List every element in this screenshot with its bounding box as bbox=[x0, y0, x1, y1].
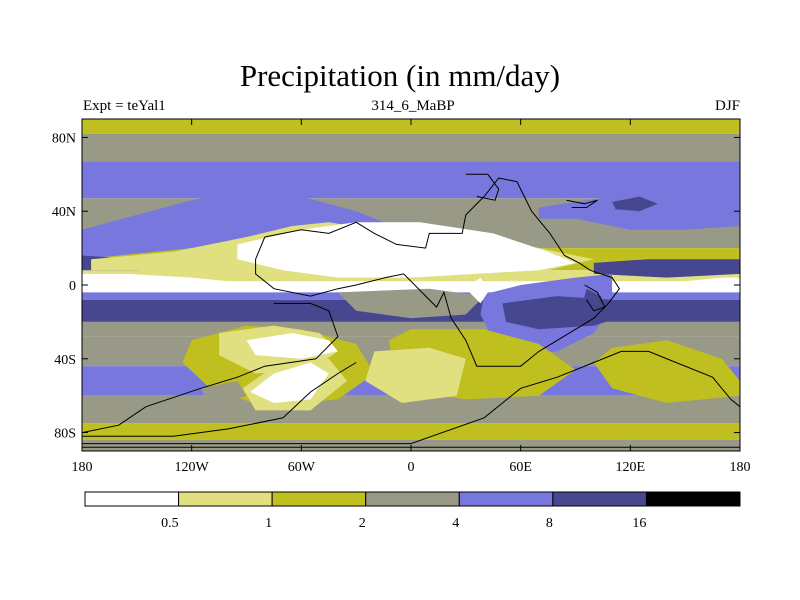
coastline bbox=[82, 350, 740, 445]
experiment-label: Expt = teYal1 bbox=[83, 98, 166, 114]
x-tick-label: 120W bbox=[175, 460, 210, 475]
y-tick-label: 40S bbox=[54, 353, 76, 368]
precip-contour-region bbox=[593, 259, 740, 278]
colorbar-swatch bbox=[178, 491, 273, 507]
precip-zonal-band bbox=[82, 119, 740, 134]
colorbar-swatch bbox=[458, 491, 554, 507]
colorbar-label: 1 bbox=[265, 516, 272, 531]
precipitation-fields bbox=[82, 119, 740, 451]
y-tick-label: 80N bbox=[52, 131, 76, 146]
season-label: DJF bbox=[714, 98, 740, 114]
precip-zonal-band bbox=[82, 423, 740, 440]
chart-title: Precipitation (in mm/day) bbox=[239, 58, 561, 93]
precip-contour-region bbox=[200, 380, 247, 407]
x-tick-label: 60W bbox=[288, 460, 316, 475]
colorbar-swatch bbox=[271, 491, 367, 507]
colorbar-swatch bbox=[84, 491, 180, 507]
precip-contour-region bbox=[237, 222, 576, 278]
coastlines bbox=[82, 173, 740, 448]
run-label: 314_6_MaBP bbox=[371, 98, 455, 114]
coastline bbox=[566, 199, 598, 208]
y-tick-label: 40N bbox=[52, 205, 76, 220]
x-tick-label: 120E bbox=[616, 460, 646, 475]
coastline bbox=[255, 177, 621, 367]
coastline bbox=[82, 362, 357, 437]
precip-zonal-band bbox=[82, 133, 740, 162]
colorbar: 0.5 1 2 4 8 16 bbox=[84, 491, 741, 531]
colorbar-label: 2 bbox=[359, 516, 366, 531]
precip-contour-region bbox=[685, 277, 740, 289]
precip-zonal-band bbox=[82, 161, 740, 199]
colorbar-swatch bbox=[645, 491, 741, 507]
precip-contour-region bbox=[465, 277, 488, 304]
precip-contour-region bbox=[612, 196, 658, 212]
colorbar-label: 8 bbox=[546, 516, 553, 531]
colorbar-swatch bbox=[552, 491, 647, 507]
axis-ticks: 180 120W 60W 0 60E 120E 180 80N 40N 0 40S 80S bbox=[52, 119, 751, 475]
precip-contour-region bbox=[593, 340, 740, 403]
precip-contour-region bbox=[246, 333, 338, 359]
y-tick-label: 0 bbox=[69, 279, 76, 294]
coastline bbox=[465, 173, 500, 201]
x-tick-label: 60E bbox=[509, 460, 532, 475]
coastline bbox=[584, 284, 606, 312]
precip-contour-region bbox=[365, 347, 466, 403]
colorbar-swatch bbox=[365, 491, 460, 507]
x-tick-label: 180 bbox=[72, 460, 93, 475]
colorbar-label: 16 bbox=[632, 516, 646, 531]
precip-zonal-band bbox=[82, 281, 740, 293]
x-tick-label: 0 bbox=[408, 460, 415, 475]
precip-contour-region bbox=[82, 273, 229, 289]
colorbar-label: 0.5 bbox=[161, 516, 179, 531]
colorbar-label: 4 bbox=[452, 516, 459, 531]
y-tick-label: 80S bbox=[54, 427, 76, 442]
x-tick-label: 180 bbox=[730, 460, 751, 475]
coastline bbox=[82, 302, 339, 434]
precip-contour-region bbox=[337, 288, 485, 319]
